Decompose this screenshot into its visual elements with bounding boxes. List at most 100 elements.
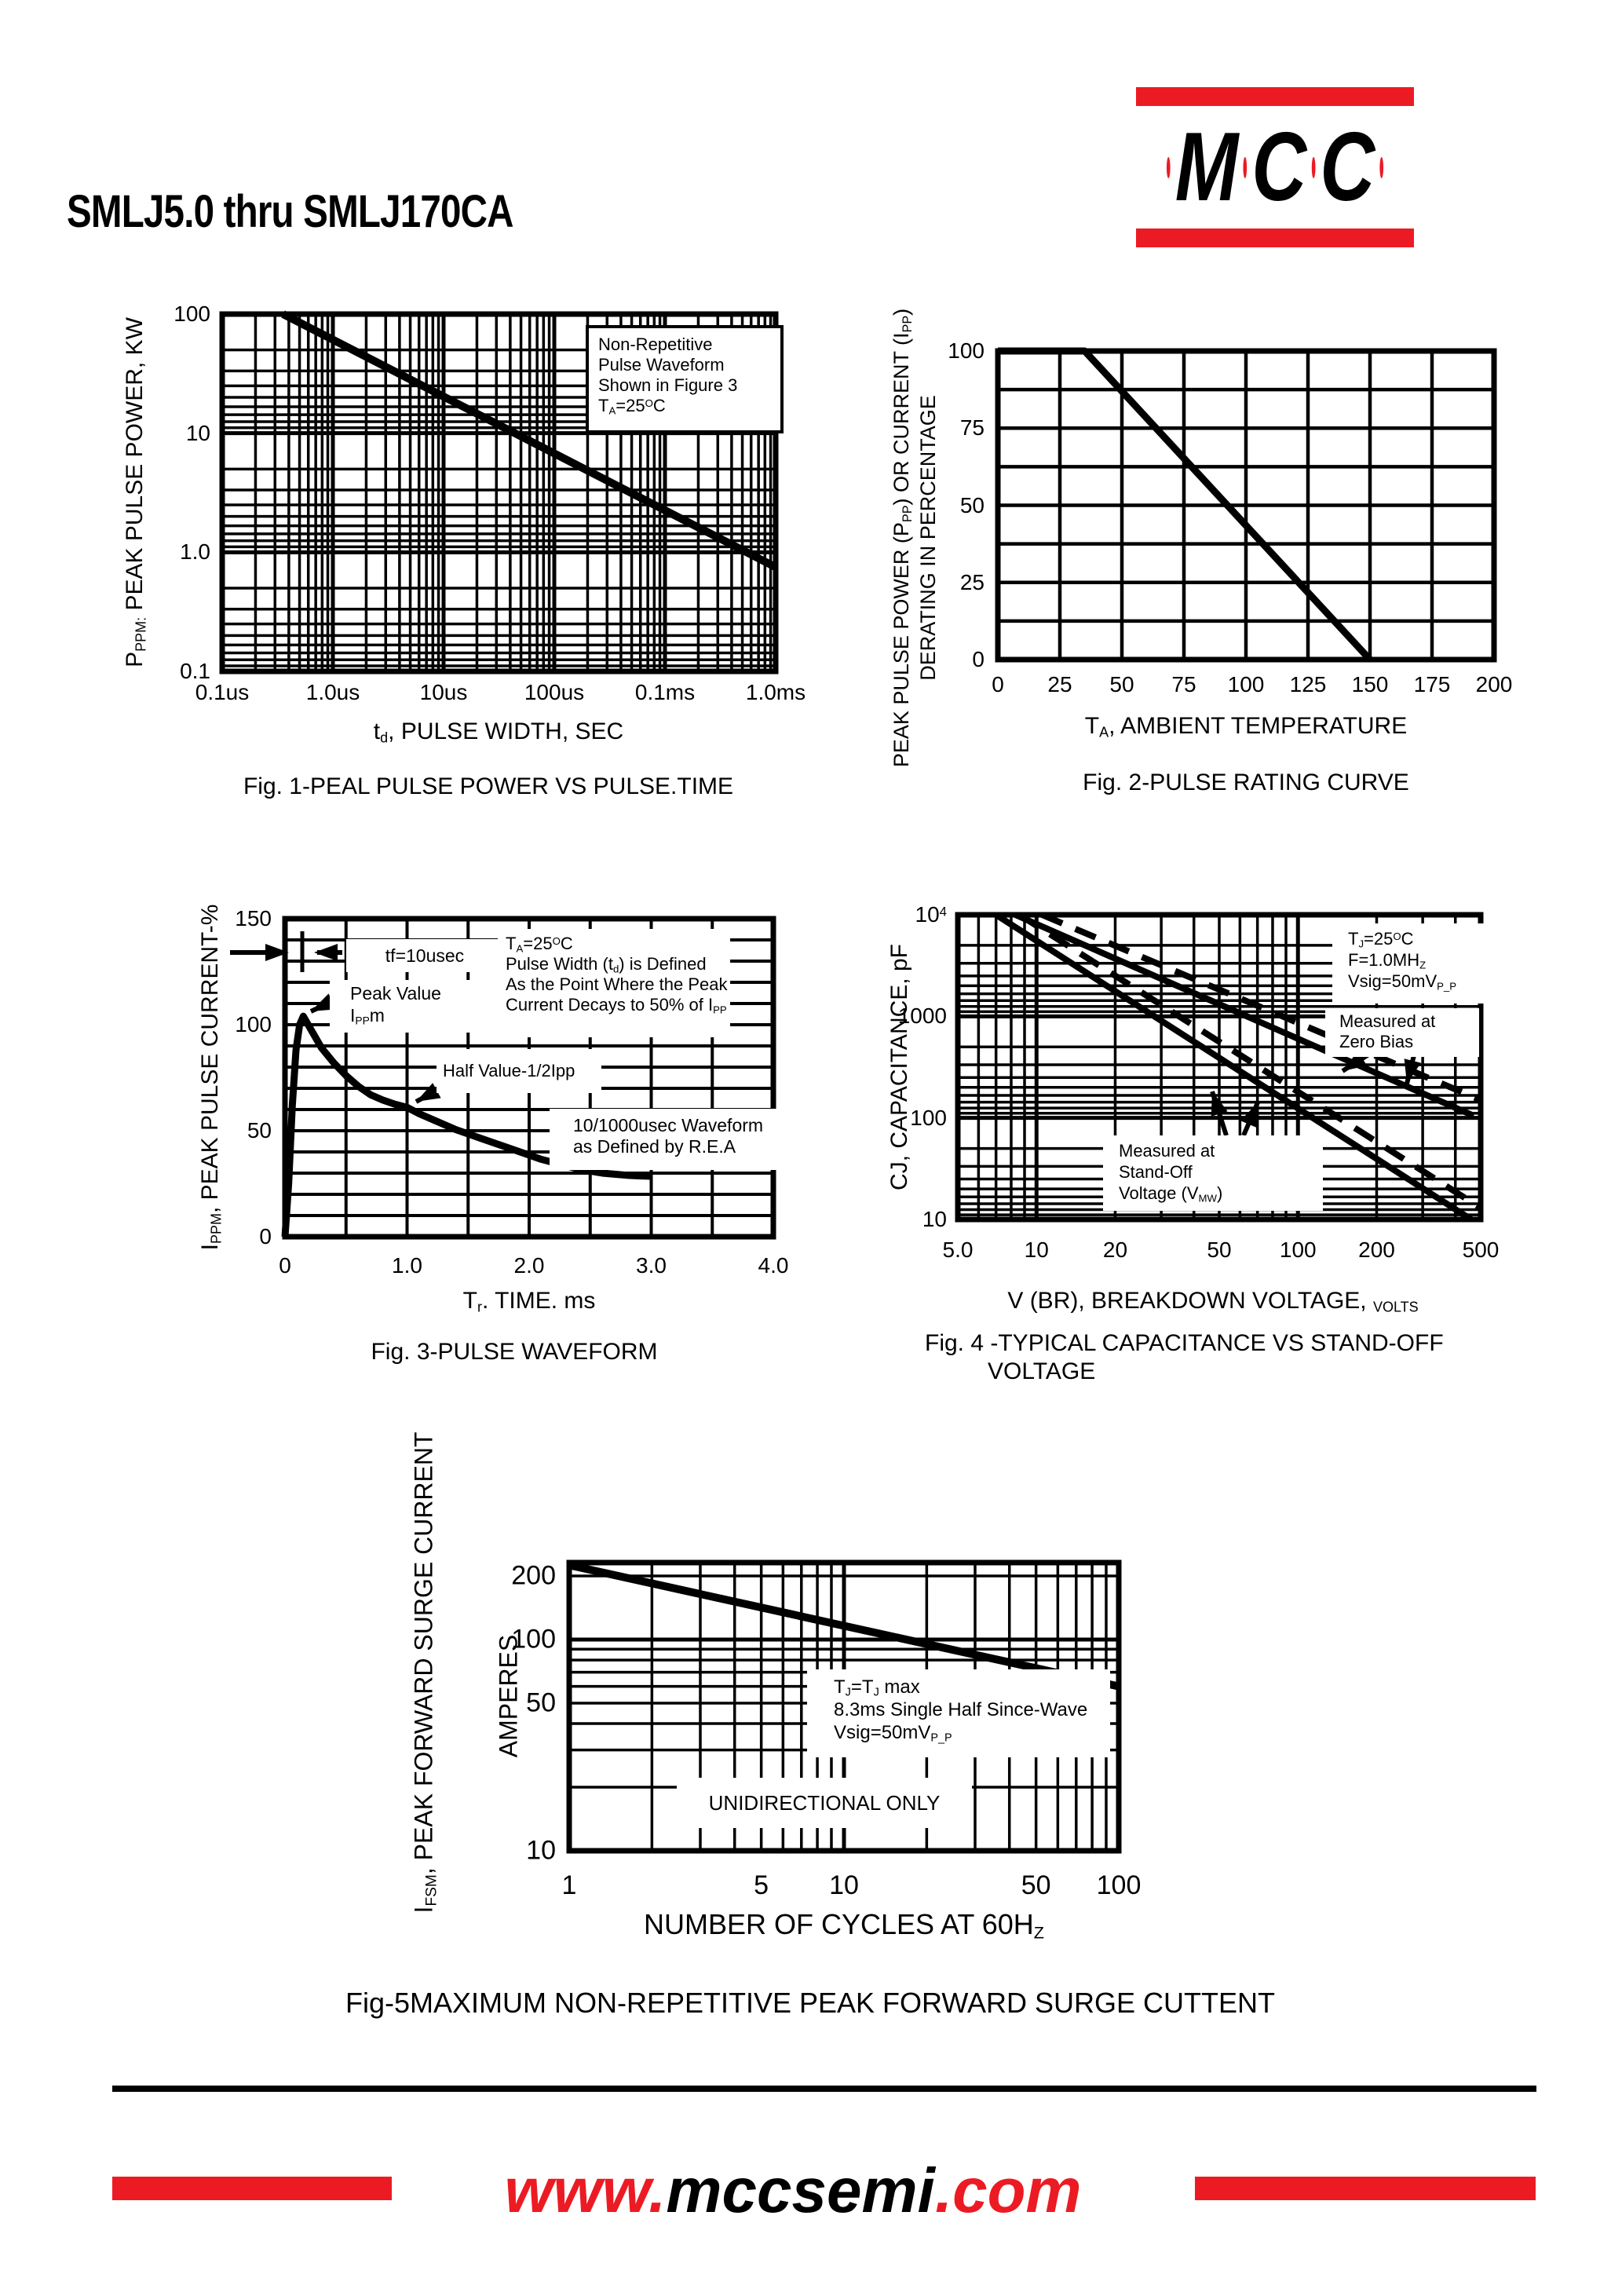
fig3-conditions-line: Current Decays to 50% of IPP xyxy=(506,995,727,1016)
fig4-zero-bias-note: Measured at Zero Bias xyxy=(1325,1008,1479,1057)
fig3-conditions-line: TA=25OC xyxy=(506,934,573,955)
logo-bottom-bar-shape xyxy=(1136,229,1414,247)
tick-label: 100 xyxy=(174,302,210,326)
fig3-peak-arrow-head xyxy=(311,993,336,1011)
fig5-conditions-line: TJ=TJ max xyxy=(834,1676,920,1699)
tick-label: 125 xyxy=(1289,672,1327,696)
fig5-unidirectional-note: UNIDIRECTIONAL ONLY xyxy=(677,1778,972,1828)
tick-label: 50 xyxy=(247,1118,272,1143)
tick-label: 10 xyxy=(185,420,210,445)
fig1-caption: Fig. 1-PEAL PULSE POWER VS PULSE.TIME xyxy=(243,773,734,799)
website-url: www.mccsemi.com xyxy=(504,2155,1081,2227)
url-www: www. xyxy=(504,2155,667,2225)
fig3-waveform-line: as Defined by R.E.A xyxy=(573,1136,736,1157)
fig5-y-axis-label: IFSM, PEAK FORWARD SURGE CURRENT xyxy=(409,1431,440,1914)
fig1-note-box: Non-Repetitive Pulse Waveform Shown in F… xyxy=(586,325,784,433)
fig3-rise-time-note: tf=10usec xyxy=(346,939,503,972)
fig4-standoff-arrow-left-head xyxy=(1211,1091,1228,1117)
fig5-y-axis-units-label: AMPERES xyxy=(494,1634,523,1758)
fig4-standoff-note: Measured at Stand-Off Voltage (VMW) xyxy=(1103,1135,1323,1211)
fig1-y-axis-label: PPPM: PEAK PULSE POWER, KW xyxy=(122,317,149,667)
tick-label: 10 xyxy=(829,1870,859,1900)
fig1-note-line: Non-Repetitive xyxy=(598,335,713,354)
tick-label: 50 xyxy=(1109,672,1134,696)
fig3-peak-value-line: Peak Value xyxy=(350,983,441,1004)
url-domain: mccsemi xyxy=(666,2155,935,2225)
tick-label: 10us xyxy=(419,680,468,704)
fig3-conditions-note: TA=25OC Pulse Width (td) is Defined As t… xyxy=(498,929,730,1037)
tick-label: 1.0 xyxy=(392,1253,422,1278)
fig4-cj-shallow-dashed-line xyxy=(1040,912,1482,1103)
fig5-caption: Fig-5MAXIMUM NON-REPETITIVE PEAK FORWARD… xyxy=(345,1987,1276,2019)
fig4-standoff-line: Measured at xyxy=(1119,1141,1215,1161)
logo-dot-icon xyxy=(1166,156,1171,178)
fig1-note-line: TA=25OC xyxy=(598,396,666,417)
fig1-plot-border xyxy=(219,311,779,675)
logo-letter: C xyxy=(1251,113,1307,221)
tick-label: 100 xyxy=(511,1624,556,1654)
fig4-conditions-note: TJ=25OC F=1.0MHZ Vsig=50mVP_P xyxy=(1332,923,1499,1004)
fig3-waveform-note: 10/1000usec Waveform as Defined by R.E.A xyxy=(550,1109,818,1170)
fig3-caption: Fig. 3-PULSE WAVEFORM xyxy=(371,1339,658,1365)
fig2-plot-border xyxy=(995,348,1497,663)
page-title: SMLJ5.0 thru SMLJ170CA xyxy=(67,186,514,237)
tick-label: 5 xyxy=(754,1870,769,1900)
logo-dot-icon xyxy=(1243,156,1248,178)
url-tld: .com xyxy=(934,2155,1082,2225)
tick-label: 100 xyxy=(1279,1238,1317,1262)
fig5-conditions-line: 8.3ms Single Half Since-Wave xyxy=(834,1699,1088,1720)
tick-label: 0.1us xyxy=(195,680,250,704)
tick-label: 50 xyxy=(959,492,985,517)
tick-label: 100 xyxy=(910,1105,947,1130)
fig2-y-axis-label-line1: PEAK PULSE POWER (PPP) OR CURRENT (IPP) xyxy=(890,308,915,768)
fig1-note-line: Pulse Waveform xyxy=(598,355,725,375)
fig5-x-axis-label: NUMBER OF CYCLES AT 60HZ xyxy=(644,1908,1044,1943)
fig4-plot-border xyxy=(955,912,1484,1223)
tick-label: 0 xyxy=(259,1224,272,1249)
fig3-plot-border xyxy=(282,916,776,1240)
fig3-conditions-line: Pulse Width (td) is Defined xyxy=(506,954,707,975)
tick-label: 100 xyxy=(948,338,985,363)
tick-label: 75 xyxy=(1171,672,1196,696)
fig1-power-line xyxy=(281,310,778,571)
fig4-zero-bias-arrow-right-head xyxy=(1404,1058,1421,1084)
tick-label: 1.0 xyxy=(180,539,210,565)
logo-dot-icon xyxy=(1311,156,1316,178)
fig3-half-arrow-head xyxy=(416,1083,441,1102)
tick-label: 0 xyxy=(972,647,985,671)
fig3-tf-right-arrow-head xyxy=(265,944,289,961)
tick-label: 50 xyxy=(526,1687,556,1718)
fig3-tf-left-arrow-head xyxy=(314,944,338,961)
fig4-conditions-line: TJ=25OC xyxy=(1348,929,1414,950)
tick-label: 0.1ms xyxy=(634,680,696,704)
fig4-conditions-line: Vsig=50mVP_P xyxy=(1348,971,1457,993)
tick-label: 1.0us xyxy=(305,680,360,704)
mcc-logo: M C C xyxy=(1136,87,1414,247)
tick-label: 5.0 xyxy=(942,1238,974,1262)
tick-label: 1.0ms xyxy=(745,680,806,704)
tick-label: 50 xyxy=(1207,1238,1232,1262)
tick-label: 2.0 xyxy=(513,1253,545,1278)
tick-label: 3.0 xyxy=(636,1253,667,1278)
tick-label: 4.0 xyxy=(758,1253,789,1278)
logo-top-bar-shape xyxy=(1136,87,1414,106)
fig2-caption: Fig. 2-PULSE RATING CURVE xyxy=(1083,770,1409,795)
fig4-standoff-arrow-right-head xyxy=(1240,1102,1258,1128)
tick-label: 10 xyxy=(922,1206,947,1231)
tick-label: 200 xyxy=(1475,672,1513,696)
logo-dot-icon xyxy=(1379,156,1384,178)
fig4-y-axis-label: CJ, CAPACITANCE, pF xyxy=(886,944,912,1190)
tick-label: 175 xyxy=(1413,672,1451,696)
fig2-y-axis-label-line2: DERATING IN PERCENTAGE xyxy=(916,395,940,681)
tick-label: 0.1 xyxy=(180,659,210,683)
tick-label: 150 xyxy=(235,906,272,930)
fig4-caption-line1: Fig. 4 -TYPICAL CAPACITANCE VS STAND-OFF xyxy=(925,1330,1444,1356)
fig4-zero-bias-line: Zero Bias xyxy=(1339,1032,1414,1051)
tick-label: 1000 xyxy=(897,1004,947,1029)
fig2-y-axis-label: PEAK PULSE POWER (PPP) OR CURRENT (IPP) … xyxy=(888,309,941,767)
tick-label: 50 xyxy=(1021,1870,1051,1900)
tick-label: 100us xyxy=(524,680,585,704)
tick-label: 150 xyxy=(1351,672,1389,696)
fig3-waveform-line: 10/1000usec Waveform xyxy=(573,1115,764,1135)
